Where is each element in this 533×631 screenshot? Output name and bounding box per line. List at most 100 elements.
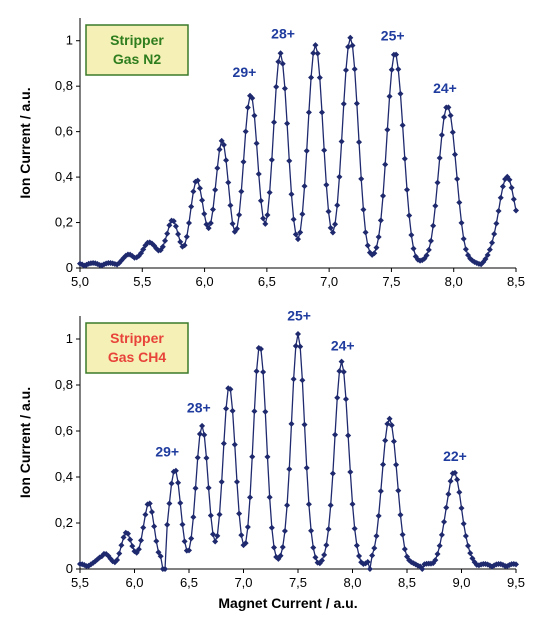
data-point: [212, 186, 219, 193]
data-point: [218, 478, 225, 485]
data-point: [489, 239, 496, 246]
data-point: [454, 476, 461, 483]
data-point: [338, 138, 345, 145]
data-point: [175, 231, 182, 238]
data-point: [312, 42, 319, 49]
data-point: [271, 119, 278, 126]
data-point: [334, 394, 341, 401]
data-point: [510, 196, 517, 203]
data-point: [314, 50, 321, 57]
gas-annotation-box: [85, 322, 189, 374]
data-point: [196, 185, 203, 192]
data-point: [244, 523, 251, 530]
data-point: [264, 212, 271, 219]
data-point: [447, 478, 454, 485]
data-point: [227, 386, 234, 393]
data-point: [181, 242, 188, 249]
data-point: [177, 238, 184, 245]
data-point: [233, 478, 240, 485]
data-point: [262, 408, 269, 415]
data-point: [199, 197, 206, 204]
data-point: [441, 114, 448, 121]
data-point: [188, 203, 195, 210]
data-point: [408, 231, 415, 238]
data-point: [447, 112, 454, 119]
data-point: [316, 74, 323, 81]
peak-label: 22+: [443, 448, 467, 464]
data-point: [486, 246, 493, 253]
data-point: [166, 500, 173, 507]
data-point: [249, 95, 256, 102]
gas-annotation-box: [85, 24, 189, 76]
data-point: [172, 223, 179, 230]
data-point: [373, 244, 380, 251]
data-point: [347, 34, 354, 41]
data-point: [168, 480, 175, 487]
data-point: [462, 246, 469, 253]
data-point: [460, 520, 467, 527]
data-point: [223, 157, 230, 164]
data-point: [159, 243, 166, 250]
x-tick-label: 8,5: [398, 575, 416, 590]
data-point: [288, 191, 295, 198]
x-tick-label: 7,0: [234, 575, 252, 590]
data-point: [205, 225, 212, 232]
data-point: [393, 51, 400, 58]
x-axis-title: Magnet Current / a.u.: [218, 595, 357, 611]
data-point: [308, 74, 315, 81]
x-tick-label: 8,5: [507, 274, 525, 289]
data-point: [362, 229, 369, 236]
data-point: [349, 501, 356, 508]
data-point: [356, 139, 363, 146]
data-point: [218, 137, 225, 144]
data-point: [513, 207, 519, 214]
data-point: [286, 466, 293, 473]
data-point: [427, 237, 434, 244]
x-tick-label: 6,0: [125, 575, 143, 590]
data-point: [384, 126, 391, 133]
data-point: [236, 510, 243, 517]
data-point: [342, 396, 349, 403]
data-point: [175, 479, 182, 486]
data-point: [242, 128, 249, 135]
data-point: [329, 229, 336, 236]
x-tick-label: 5,5: [133, 274, 151, 289]
data-point: [438, 131, 445, 138]
data-point: [395, 66, 402, 73]
data-point: [177, 500, 184, 507]
data-point: [186, 220, 192, 227]
data-point: [268, 524, 275, 531]
y-axis-title: Ion Current / a.u.: [17, 87, 33, 198]
data-point: [467, 550, 474, 557]
data-point: [375, 512, 382, 519]
y-tick-label: 0,8: [55, 377, 73, 392]
data-point: [216, 511, 223, 518]
data-point: [375, 234, 382, 241]
data-point: [279, 60, 286, 67]
data-point: [312, 554, 319, 561]
data-point: [401, 546, 408, 553]
chart-panel-1: 0 0,2 0,4 0,6 0,8 1 5,0 5,5 6,0 6,5 7,0 7,5 8,0 8,5 Io…: [17, 18, 525, 289]
data-point: [114, 557, 121, 564]
data-point: [297, 229, 304, 236]
data-point: [377, 217, 384, 224]
data-point: [441, 518, 448, 525]
x-tick-label: 7,5: [289, 575, 307, 590]
data-point: [462, 533, 469, 540]
data-point: [318, 557, 325, 564]
data-point: [336, 173, 343, 180]
data-point: [380, 192, 387, 199]
data-point: [295, 236, 301, 243]
data-point: [266, 189, 273, 196]
y-tick-label: 0,8: [55, 78, 73, 93]
data-point: [190, 514, 197, 521]
data-point: [209, 206, 216, 213]
x-tick-label: 8,0: [445, 274, 463, 289]
data-point: [153, 538, 160, 545]
y-tick-label: 0,6: [55, 423, 73, 438]
data-point: [423, 252, 430, 259]
data-point: [229, 220, 236, 227]
data-point: [334, 202, 341, 209]
data-point: [432, 202, 439, 209]
data-point: [432, 557, 439, 564]
